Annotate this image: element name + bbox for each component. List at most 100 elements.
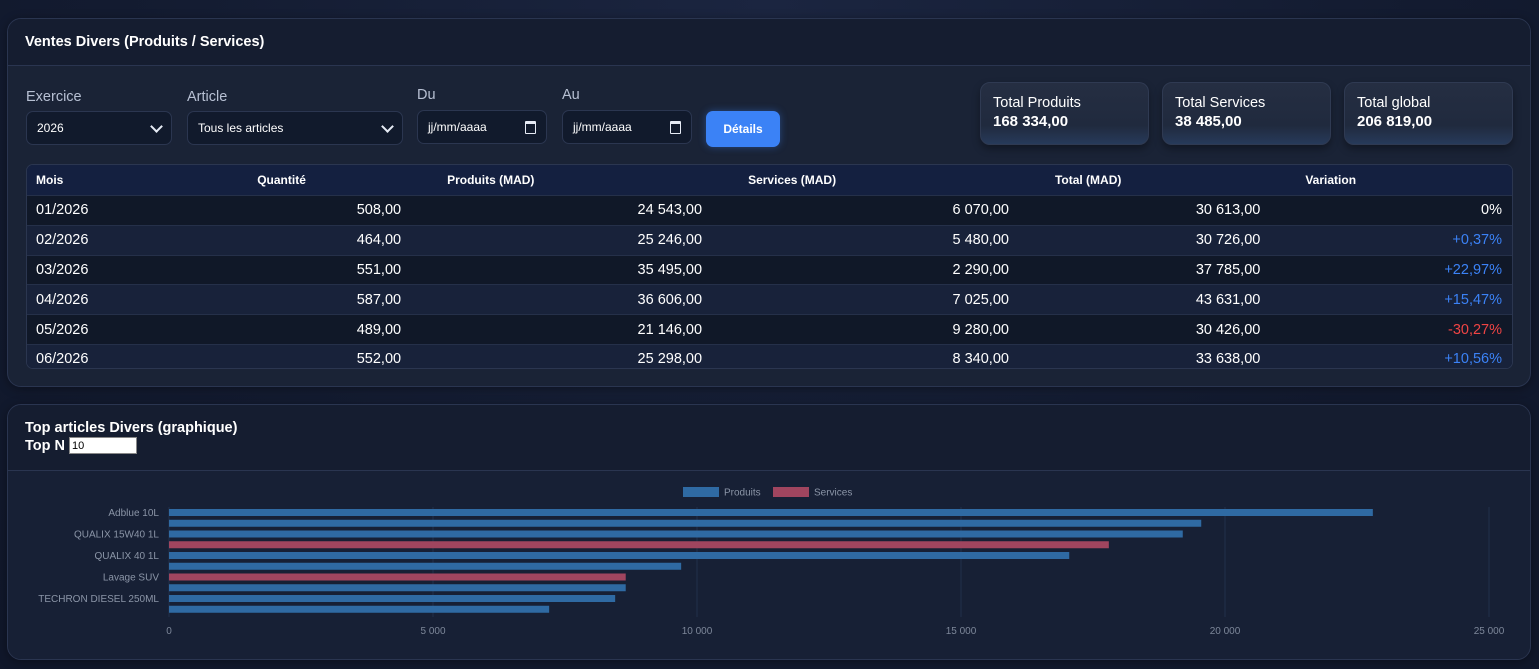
table-row: 06/2026 552,00 25 298,00 8 340,00 33 638,00 +… — [27, 343, 1512, 368]
cell-produits: 36 606,00 — [431, 284, 731, 315]
details-button[interactable]: Détails — [706, 111, 780, 147]
cell-mois: 03/2026 — [27, 254, 176, 285]
cell-total: 30 726,00 — [1036, 224, 1281, 256]
stat-label: Total Services — [1175, 95, 1266, 111]
col-header-variation: Variation — [1280, 165, 1512, 196]
bar-produits — [169, 530, 1183, 538]
legend-label: Produits — [724, 488, 761, 499]
col-header-services: Services (MAD) — [730, 165, 1037, 196]
topn-control: Top N — [25, 437, 137, 454]
exercice-label: Exercice — [26, 89, 82, 105]
bar-produits — [169, 605, 550, 613]
x-tick-label: 25 000 — [1474, 626, 1505, 637]
bar-produits — [169, 552, 1070, 559]
stat-total-produits: Total Produits 168 334,00 — [980, 82, 1149, 145]
chevron-down-icon — [381, 119, 394, 133]
top-articles-card: Top articles Divers (graphique) Top N 0 5… — [7, 404, 1531, 660]
table-row: 04/2026 587,00 36 606,00 7 025,00 43 631,00 +… — [27, 284, 1512, 315]
cell-variation: 0% — [1280, 195, 1512, 226]
cell-variation: +15,47% — [1280, 284, 1512, 315]
cell-services: 5 480,00 — [730, 224, 1037, 256]
bar-chart-svg: 0 5 000 10 000 15 000 20 000 25 000 Produits Se… — [38, 487, 1505, 637]
table-row: 05/2026 489,00 21 146,00 9 280,00 30 426,00-… — [27, 314, 1512, 345]
x-tick-label: 15 000 — [946, 626, 977, 637]
bar-services — [169, 541, 1109, 549]
calendar-icon[interactable] — [525, 120, 536, 134]
cell-quantite: 464,00 — [175, 224, 432, 256]
exercice-value: 2026 — [37, 121, 64, 135]
bar-produits — [169, 519, 1202, 527]
table-row: 03/2026 551,00 35 495,00 2 290,00 37 785,00 +… — [27, 254, 1512, 285]
y-tick-label: TECHRON DIESEL 250ML — [38, 594, 159, 605]
cell-mois: 05/2026 — [27, 314, 176, 345]
stat-value: 38 485,00 — [1175, 113, 1242, 130]
article-value: Tous les articles — [198, 121, 284, 135]
exercice-select[interactable]: 2026 — [26, 111, 172, 145]
cell-services: 6 070,00 — [730, 195, 1037, 226]
cell-services: 8 340,00 — [730, 343, 1037, 368]
cell-produits: 25 246,00 — [431, 224, 731, 256]
cell-services: 7 025,00 — [730, 284, 1037, 315]
cell-quantite: 551,00 — [175, 254, 432, 285]
cell-variation: +22,97% — [1280, 254, 1512, 285]
stat-label: Total global — [1357, 95, 1431, 111]
cell-total: 30 426,00 — [1036, 314, 1281, 345]
cell-total: 33 638,00 — [1036, 343, 1281, 368]
du-label: Du — [417, 87, 436, 103]
table-row: 01/2026 508,00 24 543,00 6 070,00 30 613,00 0… — [27, 195, 1512, 226]
cell-total: 30 613,00 — [1036, 195, 1281, 226]
au-label: Au — [562, 87, 580, 103]
article-select[interactable]: Tous les articles — [187, 111, 403, 145]
chevron-down-icon — [150, 119, 163, 133]
sales-card-header: Ventes Divers (Produits / Services) — [8, 19, 1530, 66]
cell-produits: 25 298,00 — [431, 343, 731, 368]
cell-mois: 04/2026 — [27, 284, 176, 315]
cell-quantite: 587,00 — [175, 284, 432, 315]
cell-mois: 01/2026 — [27, 195, 176, 226]
cell-total: 37 785,00 — [1036, 254, 1281, 285]
y-tick-label: QUALIX 40 1L — [95, 551, 160, 562]
sales-card: Ventes Divers (Produits / Services) Exer… — [7, 18, 1531, 387]
legend-label: Services — [814, 488, 852, 499]
au-date-input[interactable]: jj/mm/aaaa — [562, 110, 692, 144]
cell-quantite: 552,00 — [175, 343, 432, 368]
top-articles-title: Top articles Divers (graphique) — [25, 420, 238, 436]
cell-produits: 21 146,00 — [431, 314, 731, 345]
topn-label: Top N — [25, 437, 65, 454]
cell-mois: 06/2026 — [27, 343, 176, 368]
x-tick-label: 0 — [166, 626, 172, 637]
cell-produits: 35 495,00 — [431, 254, 731, 285]
topn-input[interactable] — [69, 437, 137, 454]
sales-card-title: Ventes Divers (Produits / Services) — [25, 34, 265, 50]
au-placeholder: jj/mm/aaaa — [573, 120, 632, 134]
cell-quantite: 489,00 — [175, 314, 432, 345]
cell-mois: 02/2026 — [27, 224, 176, 256]
du-date-input[interactable]: jj/mm/aaaa — [417, 110, 547, 144]
bar-produits — [169, 509, 1373, 516]
cell-produits: 24 543,00 — [431, 195, 731, 226]
stat-value: 206 819,00 — [1357, 113, 1433, 130]
y-tick-label: Adblue 10L — [108, 508, 159, 519]
stat-total-services: Total Services 38 485,00 — [1162, 82, 1331, 145]
x-tick-label: 5 000 — [420, 626, 445, 637]
calendar-icon[interactable] — [670, 120, 681, 134]
x-tick-label: 10 000 — [682, 626, 713, 637]
cell-services: 2 290,00 — [730, 254, 1037, 285]
legend-swatch — [773, 487, 809, 497]
x-tick-label: 20 000 — [1210, 626, 1241, 637]
bar-produits — [169, 595, 616, 602]
top-articles-header: Top articles Divers (graphique) Top N — [8, 405, 1530, 471]
col-header-quantite: Quantité — [175, 165, 432, 196]
col-header-total: Total (MAD) — [1036, 165, 1281, 196]
y-tick-label: Lavage SUV — [103, 573, 159, 584]
y-tick-label: QUALIX 15W40 1L — [74, 530, 159, 541]
cell-variation: +10,56% — [1280, 343, 1512, 368]
cell-total: 43 631,00 — [1036, 284, 1281, 315]
bar-services — [169, 573, 626, 581]
du-placeholder: jj/mm/aaaa — [428, 120, 487, 134]
stat-label: Total Produits — [993, 95, 1081, 111]
cell-variation: -30,27% — [1280, 314, 1512, 345]
top-articles-chart: 0 5 000 10 000 15 000 20 000 25 000 Produits Se… — [8, 471, 1530, 659]
bar-produits — [169, 562, 682, 570]
stat-value: 168 334,00 — [993, 113, 1069, 130]
